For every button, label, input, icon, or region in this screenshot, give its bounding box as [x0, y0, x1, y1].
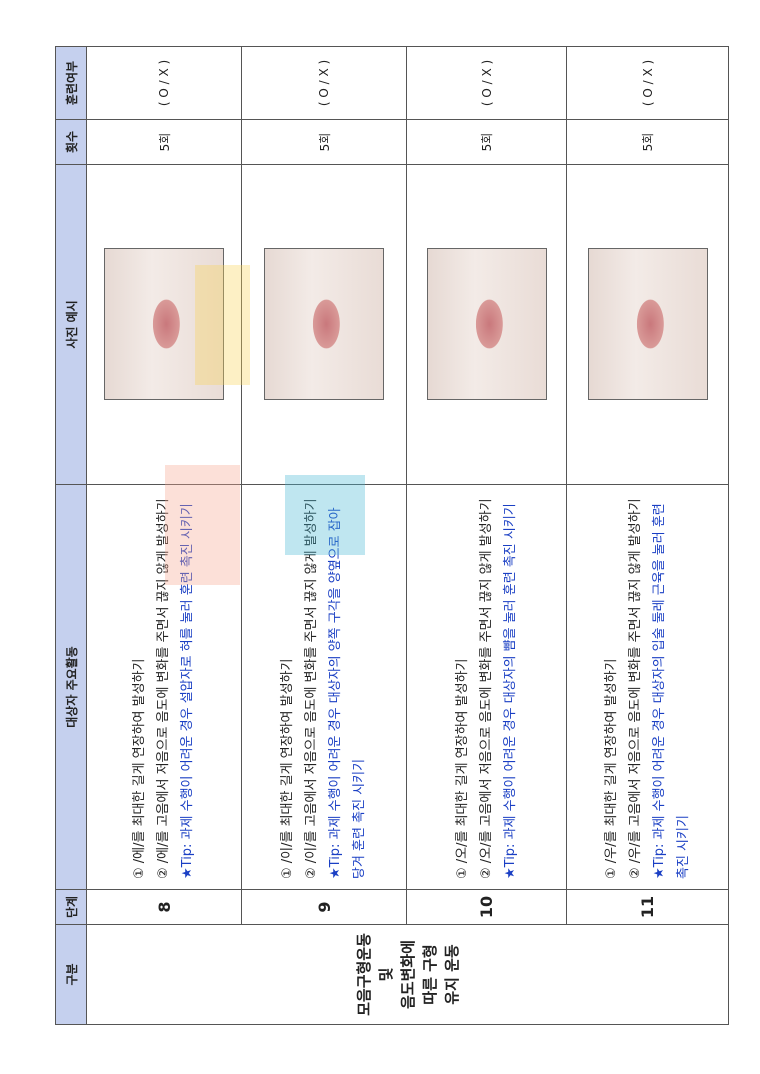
category-line: 유지 운동 [442, 944, 461, 1005]
header-cell: 횟수 [55, 119, 87, 165]
photo-cell [86, 164, 242, 485]
category-line: 및 [376, 967, 395, 982]
step-cell: 10 [406, 889, 567, 925]
activity-cell: ① /우/를 최대한 길게 연장하여 발성하기 ② /우/를 고음에서 저음으로 … [566, 484, 729, 890]
check-cell: ( O / X ) [566, 46, 729, 120]
header-cell: 훈련여부 [55, 46, 87, 120]
count-cell: 5회 [566, 119, 729, 165]
check-cell: ( O / X ) [86, 46, 242, 120]
activity-table: 구분 단계 대상자 주요활동 사진 예시 횟수 훈련여부 모음구형운동 및 음도변화에 따른 구… [55, 46, 729, 1025]
activity-cell: ① /에/를 최대한 길게 연장하여 발성하기 ② /에/를 고음에서 저음으로 … [86, 484, 242, 890]
step-cell: 8 [86, 889, 242, 925]
count-cell: 5회 [241, 119, 407, 165]
activity-line: ② /에/를 고음에서 저음으로 음도에 변화를 주면서 끊지 않게 발성하기 [156, 498, 171, 879]
step-cell: 11 [566, 889, 729, 925]
photo-cell [406, 164, 567, 485]
table-row: 10 ① /오/를 최대한 길게 연장하여 발성하기 ② /오/를 고음에서 저음으… [406, 46, 567, 1025]
activity-line: ① /에/를 최대한 길게 연장하여 발성하기 [132, 658, 147, 879]
activity-line: ② /오/를 고음에서 저음으로 음도에 변화를 주면서 끊지 않게 발성하기 [478, 498, 494, 879]
photo-example [426, 248, 547, 401]
photo-example [587, 248, 708, 401]
tip-text: ★Tip: 과제 수행이 어려운 경우 대상자의 양쪽 구각을 양옆으로 잡아 … [328, 507, 367, 879]
activity-cell: ① /오/를 최대한 길게 연장하여 발성하기 ② /오/를 고음에서 저음으로 … [406, 484, 567, 890]
category-line: 음도변화에 [398, 940, 417, 1010]
rotated-table-container: 구분 단계 대상자 주요활동 사진 예시 횟수 훈련여부 모음구형운동 및 음도변화에 따른 구… [55, 46, 729, 1025]
activity-line: ① /오/를 최대한 길게 연장하여 발성하기 [454, 658, 470, 879]
header-cell: 구분 [55, 924, 87, 1025]
check-cell: ( O / X ) [241, 46, 407, 120]
tip-text: ★Tip: 과제 수행이 어려운 경우 대상자의 입술 둘레 근육을 눌러 훈련… [651, 503, 691, 879]
table-row: 9 ① /이/를 최대한 길게 연장하여 발성하기 ② /이/를 고음에서 저음으로… [241, 46, 407, 1025]
count-cell: 5회 [406, 119, 567, 165]
check-cell: ( O / X ) [406, 46, 567, 120]
photo-cell [241, 164, 407, 485]
category-line: 따른 구형 [420, 944, 439, 1005]
header-cell: 단계 [55, 889, 87, 925]
photo-example [264, 248, 384, 401]
category-line: 모음구형운동 [354, 933, 373, 1016]
photo-example [104, 248, 224, 401]
table-row: 11 ① /우/를 최대한 길게 연장하여 발성하기 ② /우/를 고음에서 저음으… [566, 46, 729, 1025]
header-row: 구분 단계 대상자 주요활동 사진 예시 횟수 훈련여부 [55, 46, 87, 1025]
activity-line: ① /우/를 최대한 길게 연장하여 발성하기 [603, 658, 619, 879]
tip-text: ★Tip: 과제 수행이 어려운 경우 설압자로 혀를 눌러 훈련 촉진 시키기 [180, 503, 195, 879]
step-cell: 9 [241, 889, 407, 925]
photo-cell [566, 164, 729, 485]
category-cell: 모음구형운동 및 음도변화에 따른 구형 유지 운동 [86, 924, 729, 1025]
tip-text: ★Tip: 과제 수행이 어려운 경우 대상자의 뺨을 눌러 훈련 촉진 시키기 [502, 503, 518, 879]
activity-line: ② /이/를 고음에서 저음으로 음도에 변화를 주면서 끊지 않게 발성하기 [304, 498, 319, 879]
count-cell: 5회 [86, 119, 242, 165]
activity-line: ① /이/를 최대한 길게 연장하여 발성하기 [280, 658, 295, 879]
activity-line: ② /우/를 고음에서 저음으로 음도에 변화를 주면서 끊지 않게 발성하기 [627, 498, 643, 879]
table-row: 모음구형운동 및 음도변화에 따른 구형 유지 운동 8 ① /에/를 최대한 길게 연장하… [86, 46, 729, 1025]
activity-cell: ① /이/를 최대한 길게 연장하여 발성하기 ② /이/를 고음에서 저음으로 … [241, 484, 407, 890]
table-body: 모음구형운동 및 음도변화에 따른 구형 유지 운동 8 ① /에/를 최대한 길게 연장하… [86, 46, 729, 1025]
header-cell: 사진 예시 [55, 164, 87, 485]
header-cell: 대상자 주요활동 [55, 484, 87, 890]
